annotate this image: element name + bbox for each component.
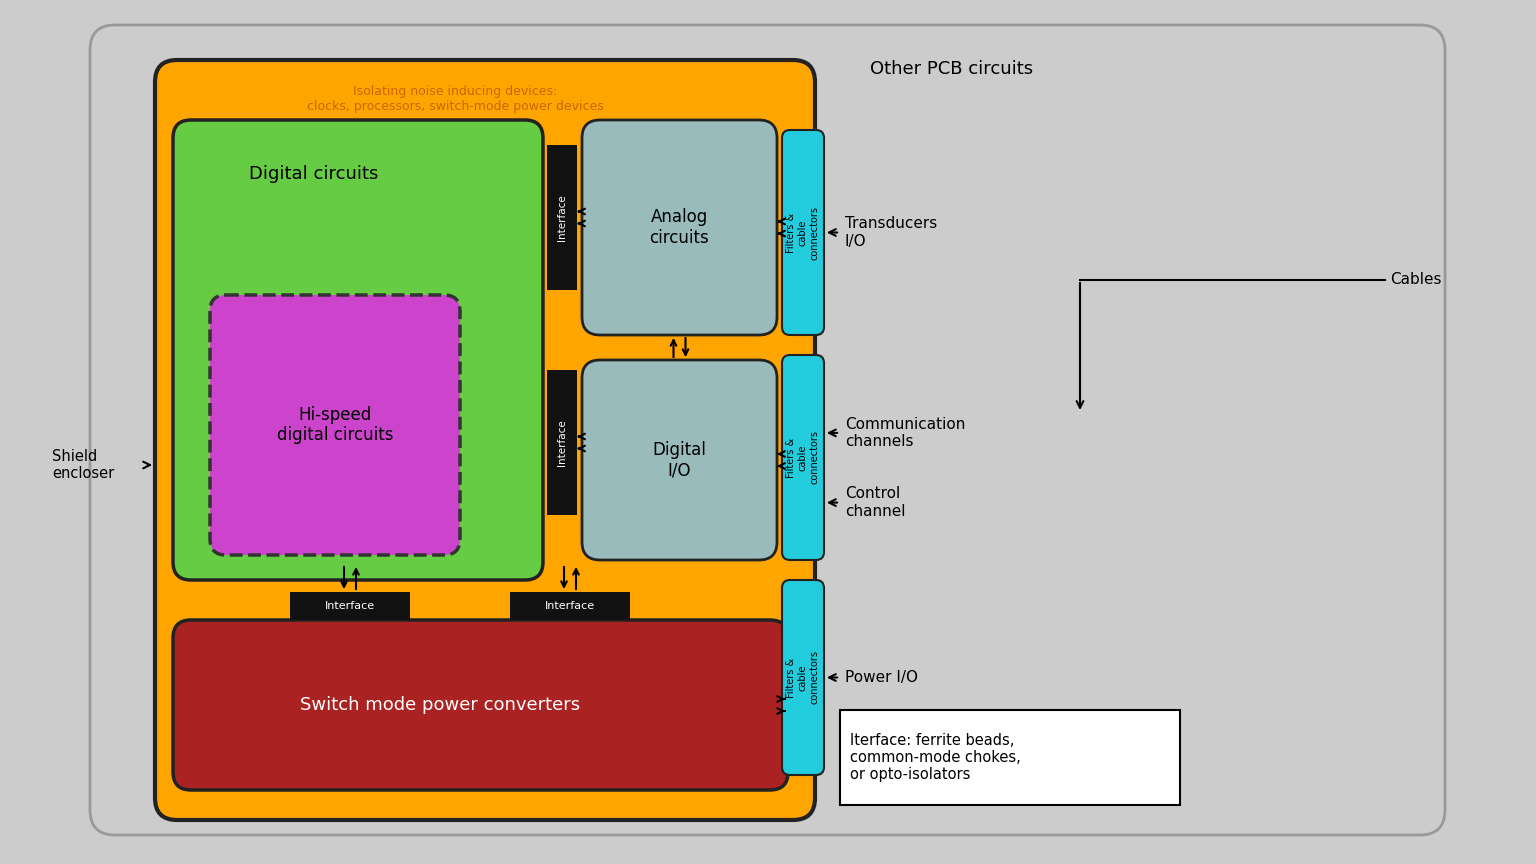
Text: Communication
channels: Communication channels	[845, 416, 965, 449]
FancyBboxPatch shape	[155, 60, 816, 820]
Text: clocks, processors, switch-mode power devices: clocks, processors, switch-mode power de…	[307, 100, 604, 113]
FancyBboxPatch shape	[782, 130, 823, 335]
FancyBboxPatch shape	[174, 620, 788, 790]
Text: Interface: Interface	[558, 419, 567, 466]
Text: Digital
I/O: Digital I/O	[653, 441, 707, 480]
Text: Isolating noise inducing devices:: Isolating noise inducing devices:	[353, 85, 558, 98]
Text: Filters &
cable
connectors: Filters & cable connectors	[786, 651, 820, 704]
FancyBboxPatch shape	[210, 295, 459, 555]
Text: Interface: Interface	[545, 601, 594, 611]
Bar	[547, 370, 578, 515]
Text: Other PCB circuits: Other PCB circuits	[869, 60, 1034, 78]
Text: Interface: Interface	[326, 601, 375, 611]
Text: Iterface: ferrite beads,
common-mode chokes,
or opto-isolators: Iterface: ferrite beads, common-mode cho…	[849, 733, 1021, 783]
Text: Shield
encloser: Shield encloser	[52, 448, 114, 481]
FancyBboxPatch shape	[582, 120, 777, 335]
Text: Filters &
cable
connectors: Filters & cable connectors	[786, 430, 820, 485]
Text: Interface: Interface	[558, 194, 567, 241]
Text: Analog
circuits: Analog circuits	[650, 208, 710, 247]
FancyBboxPatch shape	[174, 120, 544, 580]
Text: Switch mode power converters: Switch mode power converters	[301, 696, 581, 714]
Bar	[290, 592, 410, 620]
Bar	[510, 592, 630, 620]
Text: Filters &
cable
connectors: Filters & cable connectors	[786, 206, 820, 259]
Bar	[547, 145, 578, 290]
Text: Cables: Cables	[1390, 272, 1441, 288]
Text: Digital circuits: Digital circuits	[249, 165, 378, 183]
Text: Transducers
I/O: Transducers I/O	[845, 216, 937, 249]
FancyBboxPatch shape	[91, 25, 1445, 835]
Text: Power I/O: Power I/O	[845, 670, 919, 685]
FancyBboxPatch shape	[782, 355, 823, 560]
Text: Hi-speed
digital circuits: Hi-speed digital circuits	[276, 405, 393, 444]
Bar	[840, 710, 1180, 805]
FancyBboxPatch shape	[782, 580, 823, 775]
FancyBboxPatch shape	[582, 360, 777, 560]
Text: Control
channel: Control channel	[845, 486, 906, 518]
